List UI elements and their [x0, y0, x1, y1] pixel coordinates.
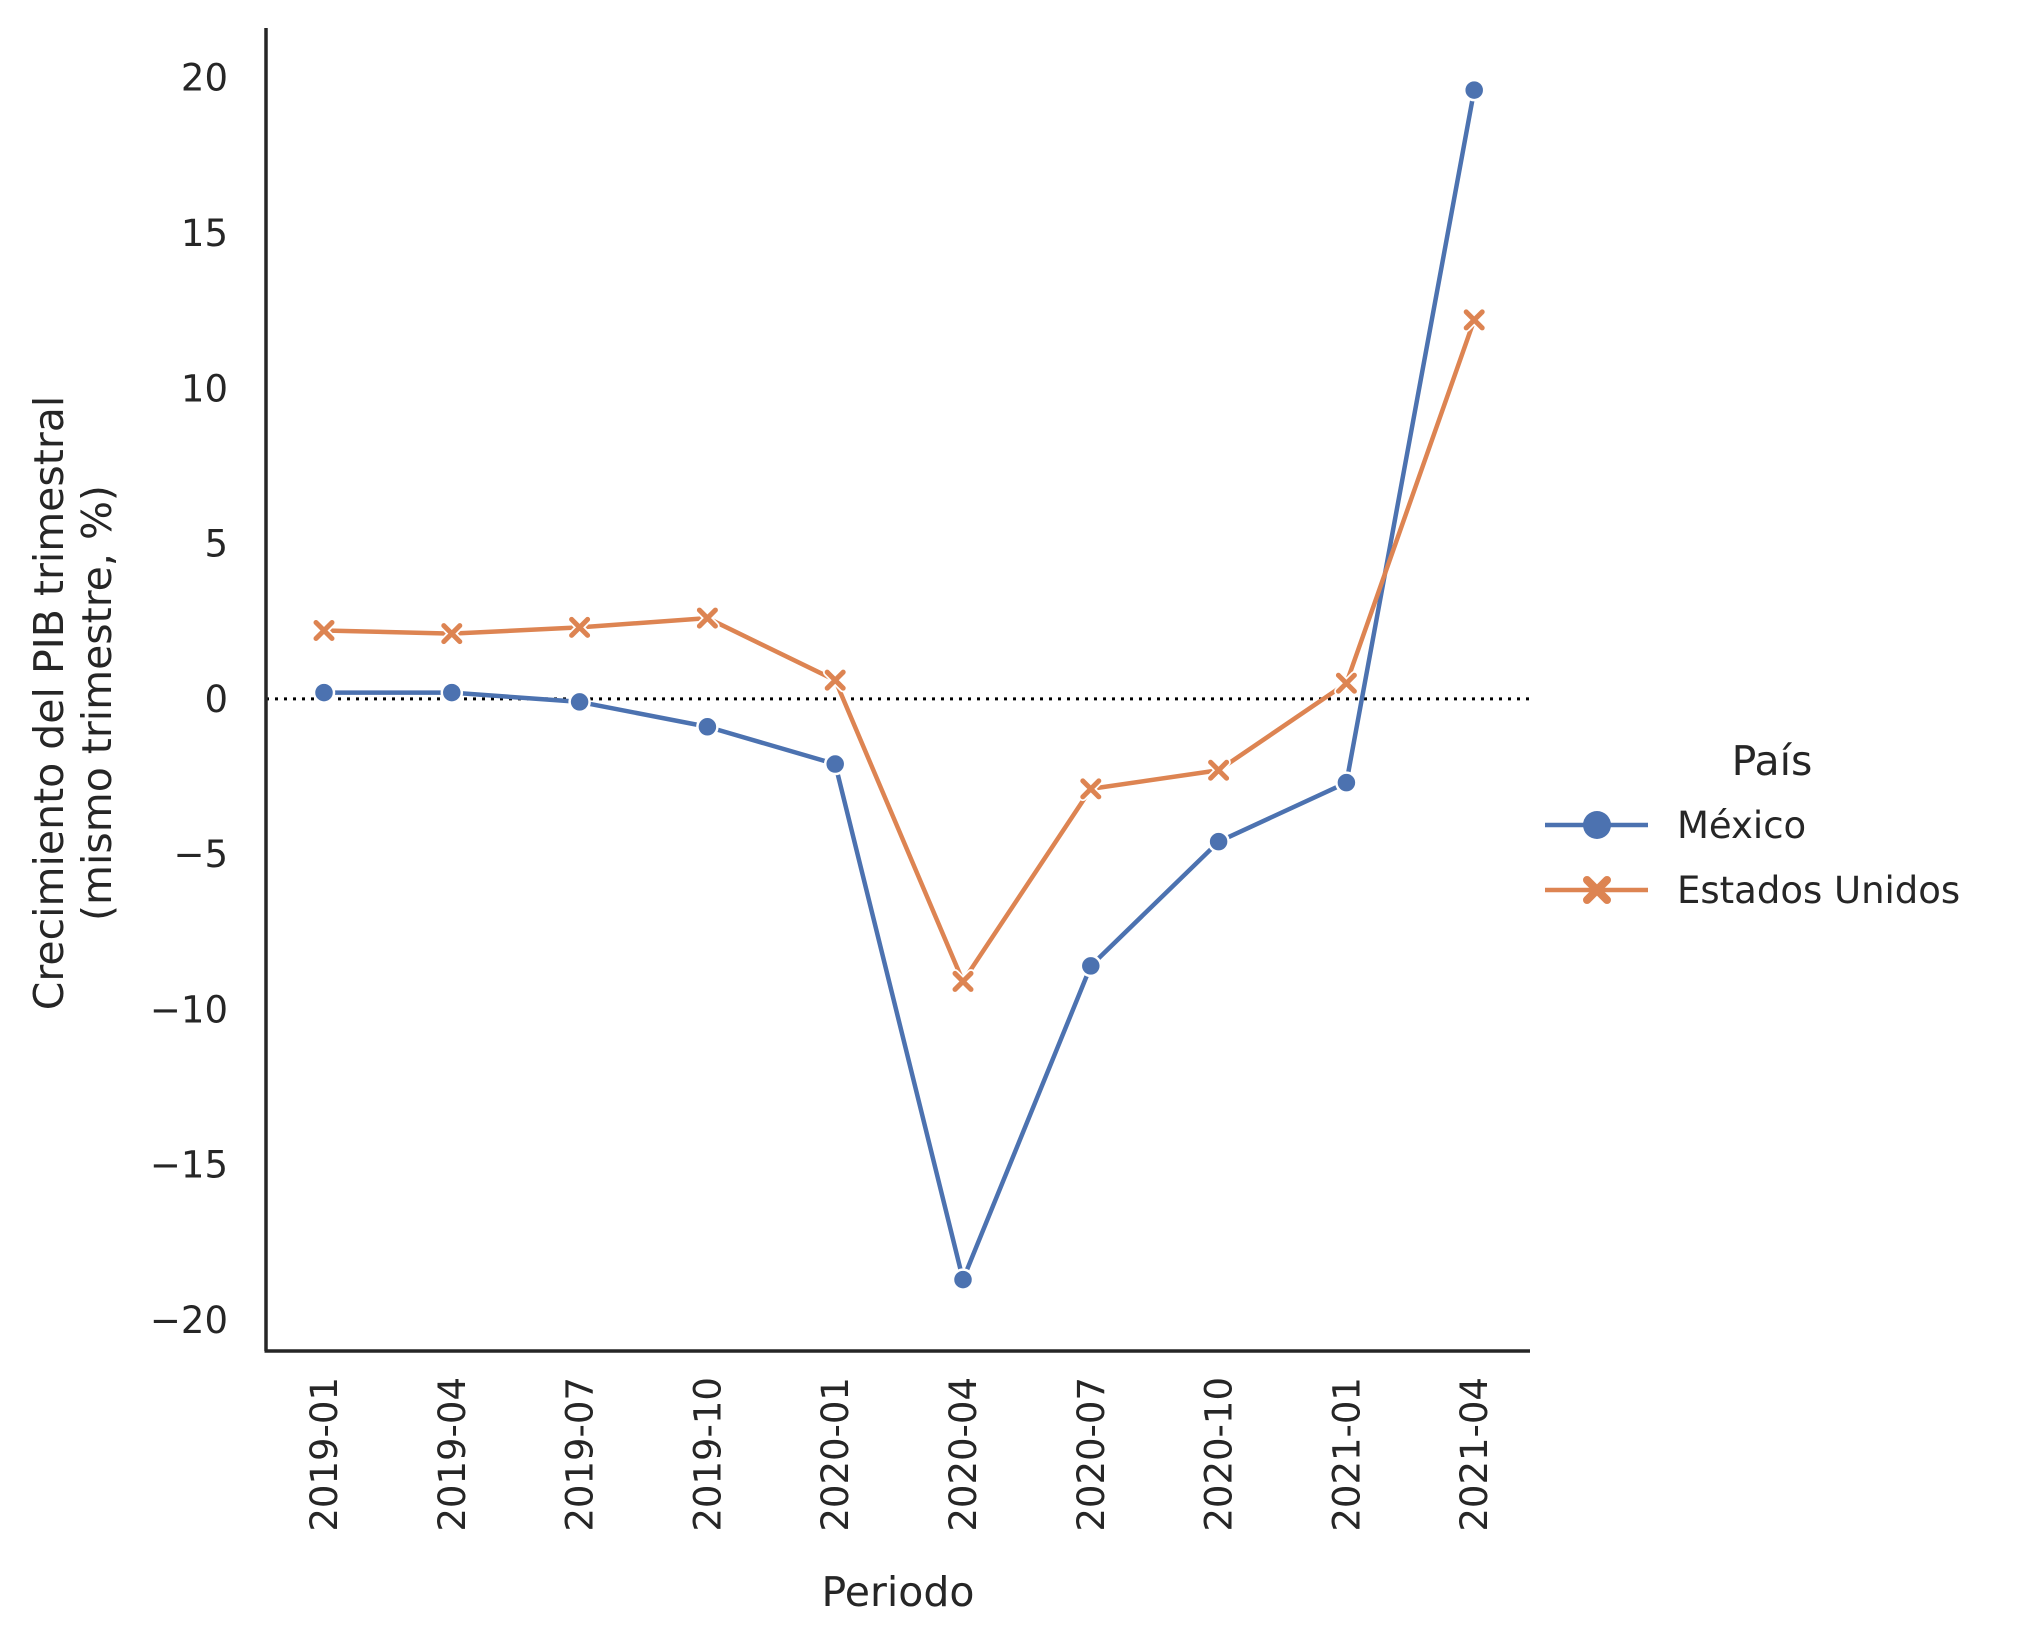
data-point-2-2019-10 [695, 605, 720, 631]
data-point-1-2019-10 [696, 715, 719, 739]
x-tick-label: 2020-10 [1198, 1377, 1241, 1532]
y-tick-label: −5 [173, 833, 228, 876]
x-tick-label: 2019-01 [303, 1377, 346, 1532]
data-point-1-2019-07 [568, 690, 591, 714]
y-tick-label: 20 [181, 57, 228, 100]
data-point-2-2019-07 [567, 615, 592, 640]
legend-marker-circle [1583, 811, 1611, 839]
y-tick-label: 10 [181, 367, 228, 410]
data-point-2-2020-01 [822, 667, 848, 693]
data-point-2-2019-01 [311, 618, 337, 643]
legend-title: País [1732, 737, 1813, 785]
series-line-1 [321, 87, 1477, 1282]
data-point-1-2019-01 [312, 681, 336, 704]
marker-x [313, 619, 335, 641]
x-tick-label: 2019-04 [431, 1377, 474, 1532]
y-tick-label: −20 [150, 1299, 228, 1342]
marker-x [441, 623, 463, 645]
data-point-1-2021-04 [1462, 78, 1486, 102]
y-tick-label: 5 [204, 523, 228, 566]
marker-x [952, 970, 974, 992]
legend-label-2: Estados Unidos [1677, 869, 1960, 912]
data-point-2-2021-04 [1461, 307, 1487, 333]
y-tick-label: −15 [150, 1144, 228, 1187]
x-tick-label: 2019-07 [559, 1377, 602, 1532]
data-point-1-2020-10 [1207, 830, 1230, 853]
marker-x [1208, 759, 1230, 781]
data-point-1-2020-01 [823, 752, 847, 776]
data-point-2-2020-04 [950, 969, 976, 994]
x-axis-title: Periodo [822, 1568, 975, 1616]
y-axis-title-line-2: (mismo trimestre, %) [73, 485, 121, 921]
data-point-2-2019-04 [439, 621, 465, 646]
x-tick-label: 2020-07 [1070, 1377, 1113, 1532]
y-tick-label: 15 [181, 212, 228, 255]
y-tick-label: 0 [204, 678, 228, 721]
x-tick-label: 2021-04 [1453, 1377, 1496, 1532]
series-line-2 [321, 317, 1477, 984]
legend-marker-x [1583, 876, 1611, 904]
data-point-2-2021-01 [1334, 671, 1359, 696]
x-tick-label: 2019-10 [686, 1377, 729, 1532]
marker-x [1080, 778, 1102, 800]
plot-area [266, 78, 1530, 1291]
legend: País México Estados Unidos [1545, 737, 1960, 912]
data-point-1-2019-04 [440, 681, 464, 704]
marker-x [696, 607, 718, 629]
marker-x [1335, 672, 1357, 694]
data-point-2-2020-07 [1078, 776, 1104, 802]
marker-x [824, 669, 846, 691]
data-point-2-2020-10 [1206, 757, 1231, 783]
marker-x [569, 616, 591, 638]
y-tick-label: −10 [150, 988, 228, 1031]
legend-label-1: México [1677, 804, 1806, 847]
y-axis-title-line-1: Crecimiento del PIB trimestral [25, 396, 73, 1010]
data-point-1-2021-01 [1335, 771, 1358, 794]
data-point-1-2020-04 [951, 1268, 975, 1291]
x-tick-label: 2020-04 [942, 1377, 985, 1532]
x-tick-label: 2021-01 [1325, 1377, 1368, 1532]
x-tick-label: 2020-01 [814, 1377, 857, 1532]
marker-x [1463, 309, 1485, 331]
data-point-1-2020-07 [1079, 954, 1103, 978]
axes: −20 −15 −10 −5 0 5 10 15 20 2019-01 2019-04 2019-07… [150, 28, 1530, 1532]
